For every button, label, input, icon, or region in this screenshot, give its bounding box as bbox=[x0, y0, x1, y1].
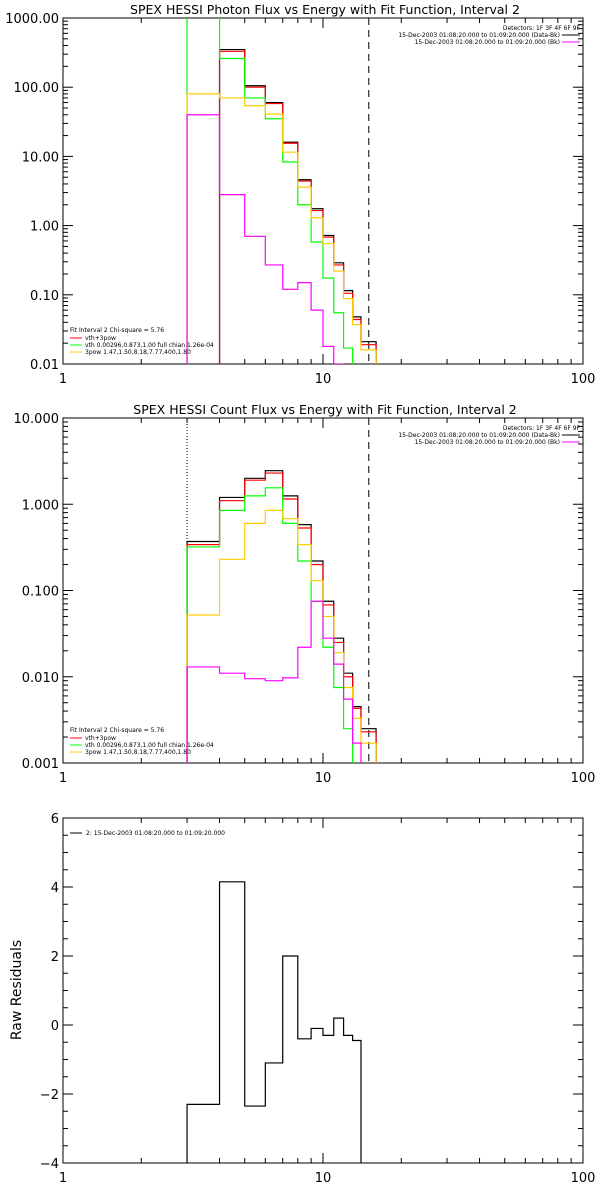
y-tick-label: 1.00 bbox=[30, 220, 59, 235]
photon-flux-panel: SPEX HESSI Photon Flux vs Energy with Fi… bbox=[5, 2, 596, 387]
x-tick-label: 1 bbox=[59, 372, 67, 387]
y-tick-label: 0.10 bbox=[30, 289, 59, 304]
y-tick-label: 2 bbox=[51, 950, 59, 965]
y-tick-label: 100.00 bbox=[14, 81, 60, 96]
legend-top-label-data: 15-Dec-2003 01:08:20.000 to 01:09:20.000… bbox=[398, 432, 560, 439]
series-line-4 bbox=[186, 600, 377, 763]
fit-header: Fit Interval 2 Chi-square = 5.76 bbox=[70, 727, 164, 734]
legend-label-powerlaw: 3pow 1.47,1.50,8.18,7.77,400,1.80 bbox=[85, 349, 191, 356]
y-tick-label: −2 bbox=[40, 1088, 59, 1103]
series-line-1 bbox=[186, 472, 377, 763]
legend-label-total: vth+3pow bbox=[85, 335, 116, 342]
y-axis-label: Raw Residuals bbox=[9, 940, 25, 1040]
y-tick-label: 10.00 bbox=[22, 150, 59, 165]
x-tick-label: 100 bbox=[571, 372, 596, 387]
y-tick-label: −4 bbox=[40, 1157, 59, 1172]
x-tick-label: 1 bbox=[59, 771, 67, 786]
series-line-3 bbox=[186, 93, 390, 364]
legend-top-label-bk: 15-Dec-2003 01:08:20.000 to 01:09:20.000… bbox=[415, 39, 560, 46]
y-tick-label: 0 bbox=[51, 1019, 59, 1034]
legend-bottom: Fit Interval 2 Chi-square = 5.76 vth+3po… bbox=[70, 727, 214, 756]
y-tick-label: 6 bbox=[51, 812, 59, 827]
x-tick-label: 10 bbox=[315, 372, 332, 387]
chart-title: SPEX HESSI Photon Flux vs Energy with Fi… bbox=[130, 2, 520, 17]
series-line-1 bbox=[218, 50, 377, 364]
legend-top: 15-Dec-2003 01:08:20.000 to 01:09:20.000… bbox=[398, 32, 580, 46]
legend-top-label-data: 15-Dec-2003 01:08:20.000 to 01:09:20.000… bbox=[398, 32, 560, 39]
plot-area bbox=[186, 881, 362, 1163]
legend-label-thermal: vth 0.00296,0.873,1.00 full chian 1.26e-… bbox=[85, 342, 214, 349]
x-tick-label: 100 bbox=[571, 771, 596, 786]
series-line-2 bbox=[186, 487, 362, 763]
legend-top: 15-Dec-2003 01:08:20.000 to 01:09:20.000… bbox=[398, 432, 580, 446]
plot-area bbox=[186, 470, 390, 763]
x-tick-label: 10 bbox=[315, 1171, 332, 1186]
legend-top-label-bk: 15-Dec-2003 01:08:20.000 to 01:09:20.000… bbox=[415, 439, 560, 446]
chart-title: SPEX HESSI Count Flux vs Energy with Fit… bbox=[133, 402, 516, 417]
axes-frame bbox=[62, 817, 584, 1164]
detectors-label: Detectors: 1F 3F 4F 6F 9F bbox=[503, 25, 581, 32]
x-tick-label: 10 bbox=[315, 771, 332, 786]
series-line-3 bbox=[186, 509, 390, 763]
legend-label-total: vth+3pow bbox=[85, 735, 116, 742]
series-line-2 bbox=[186, 18, 377, 364]
y-tick-label: 1000.00 bbox=[5, 12, 59, 27]
y-tick-label: 0.100 bbox=[22, 585, 59, 600]
y-tick-label: 0.01 bbox=[30, 358, 59, 373]
series-line-0 bbox=[186, 881, 362, 1163]
legend-label-powerlaw: 3pow 1.47,1.50,8.18,7.77,400,1.80 bbox=[85, 749, 191, 756]
fit-header: Fit Interval 2 Chi-square = 5.76 bbox=[70, 327, 164, 334]
detectors-label: Detectors: 1F 3F 4F 6F 9F bbox=[503, 425, 581, 432]
series-line-4 bbox=[186, 114, 354, 364]
count-flux-panel: SPEX HESSI Count Flux vs Energy with Fit… bbox=[14, 402, 596, 786]
plot-area bbox=[186, 18, 390, 364]
y-tick-label: 4 bbox=[51, 881, 59, 896]
x-tick-label: 100 bbox=[571, 1171, 596, 1186]
legend-bottom: Fit Interval 2 Chi-square = 5.76 vth+3po… bbox=[70, 327, 214, 356]
residuals-panel: Raw Residuals 2: 15-Dec-2003 01:08:20.00… bbox=[9, 812, 595, 1186]
y-tick-label: 0.001 bbox=[22, 757, 59, 772]
series-line-0 bbox=[186, 470, 377, 763]
y-tick-label: 0.010 bbox=[22, 671, 59, 686]
legend-label-thermal: vth 0.00296,0.873,1.00 full chian 1.26e-… bbox=[85, 742, 214, 749]
y-tick-label: 10.000 bbox=[14, 412, 60, 427]
x-tick-label: 1 bbox=[59, 1171, 67, 1186]
y-tick-label: 1.000 bbox=[22, 498, 59, 513]
series-line-0 bbox=[218, 48, 377, 364]
legend: 2: 15-Dec-2003 01:08:20.000 to 01:09:20.… bbox=[70, 830, 225, 837]
legend-label: 2: 15-Dec-2003 01:08:20.000 to 01:09:20.… bbox=[86, 830, 225, 837]
